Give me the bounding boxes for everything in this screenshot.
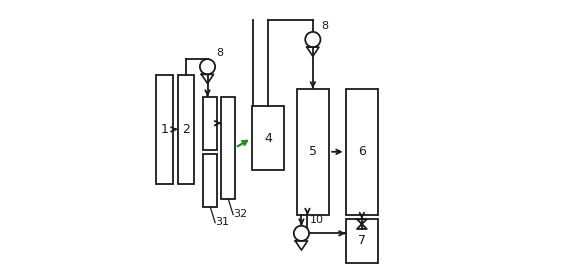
Bar <box>346 89 378 215</box>
Bar <box>203 154 218 207</box>
Bar <box>251 106 284 170</box>
Bar <box>297 89 329 215</box>
Text: 1: 1 <box>160 123 168 136</box>
Text: 2: 2 <box>182 123 190 136</box>
Text: 6: 6 <box>358 145 366 158</box>
Bar <box>177 75 195 184</box>
Text: 5: 5 <box>309 145 317 158</box>
Bar <box>203 97 218 150</box>
Text: 4: 4 <box>264 132 272 145</box>
Text: 7: 7 <box>358 235 366 248</box>
Text: 32: 32 <box>234 209 248 219</box>
Circle shape <box>200 59 215 74</box>
Text: 8: 8 <box>216 48 223 58</box>
Text: 8: 8 <box>321 21 329 31</box>
Text: 31: 31 <box>216 218 230 227</box>
Bar <box>346 219 378 263</box>
Circle shape <box>305 32 320 47</box>
Text: 10: 10 <box>310 215 324 225</box>
Circle shape <box>294 226 309 241</box>
Bar <box>221 97 235 199</box>
Bar <box>156 75 173 184</box>
